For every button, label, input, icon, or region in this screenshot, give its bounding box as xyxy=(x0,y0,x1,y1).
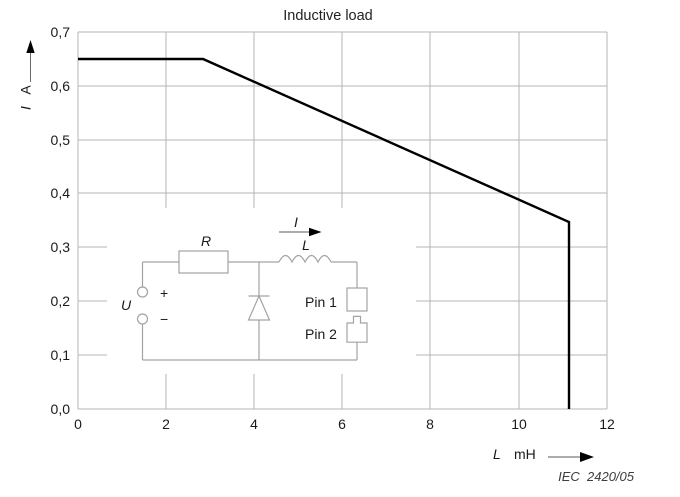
svg-text:6: 6 xyxy=(338,416,346,432)
svg-text:0,7: 0,7 xyxy=(51,24,71,40)
svg-text:0,0: 0,0 xyxy=(51,401,71,417)
svg-text:0: 0 xyxy=(74,416,82,432)
svg-text:I: I xyxy=(18,106,34,110)
svg-text:2: 2 xyxy=(162,416,170,432)
svg-text:R: R xyxy=(201,233,211,249)
svg-text:Pin 1: Pin 1 xyxy=(305,294,337,310)
svg-text:L: L xyxy=(493,446,501,462)
svg-text:A: A xyxy=(18,85,34,95)
svg-text:I: I xyxy=(294,214,298,230)
svg-text:mH: mH xyxy=(514,446,536,462)
svg-text:4: 4 xyxy=(250,416,258,432)
svg-text:0,3: 0,3 xyxy=(51,239,71,255)
svg-text:0,6: 0,6 xyxy=(51,78,71,94)
svg-text:Inductive load: Inductive load xyxy=(283,8,372,24)
svg-text:0,5: 0,5 xyxy=(51,132,71,148)
svg-text:0,1: 0,1 xyxy=(51,347,71,363)
svg-text:Pin 2: Pin 2 xyxy=(305,326,337,342)
svg-text:IEC 2420/05: IEC 2420/05 xyxy=(558,469,635,484)
svg-text:L: L xyxy=(302,237,310,253)
svg-text:U: U xyxy=(121,297,132,313)
svg-text:0,4: 0,4 xyxy=(51,185,71,201)
svg-text:−: − xyxy=(160,311,168,327)
svg-text:0,2: 0,2 xyxy=(51,293,71,309)
svg-text:12: 12 xyxy=(599,416,615,432)
svg-text:+: + xyxy=(160,285,168,301)
svg-text:8: 8 xyxy=(426,416,434,432)
svg-text:10: 10 xyxy=(511,416,527,432)
